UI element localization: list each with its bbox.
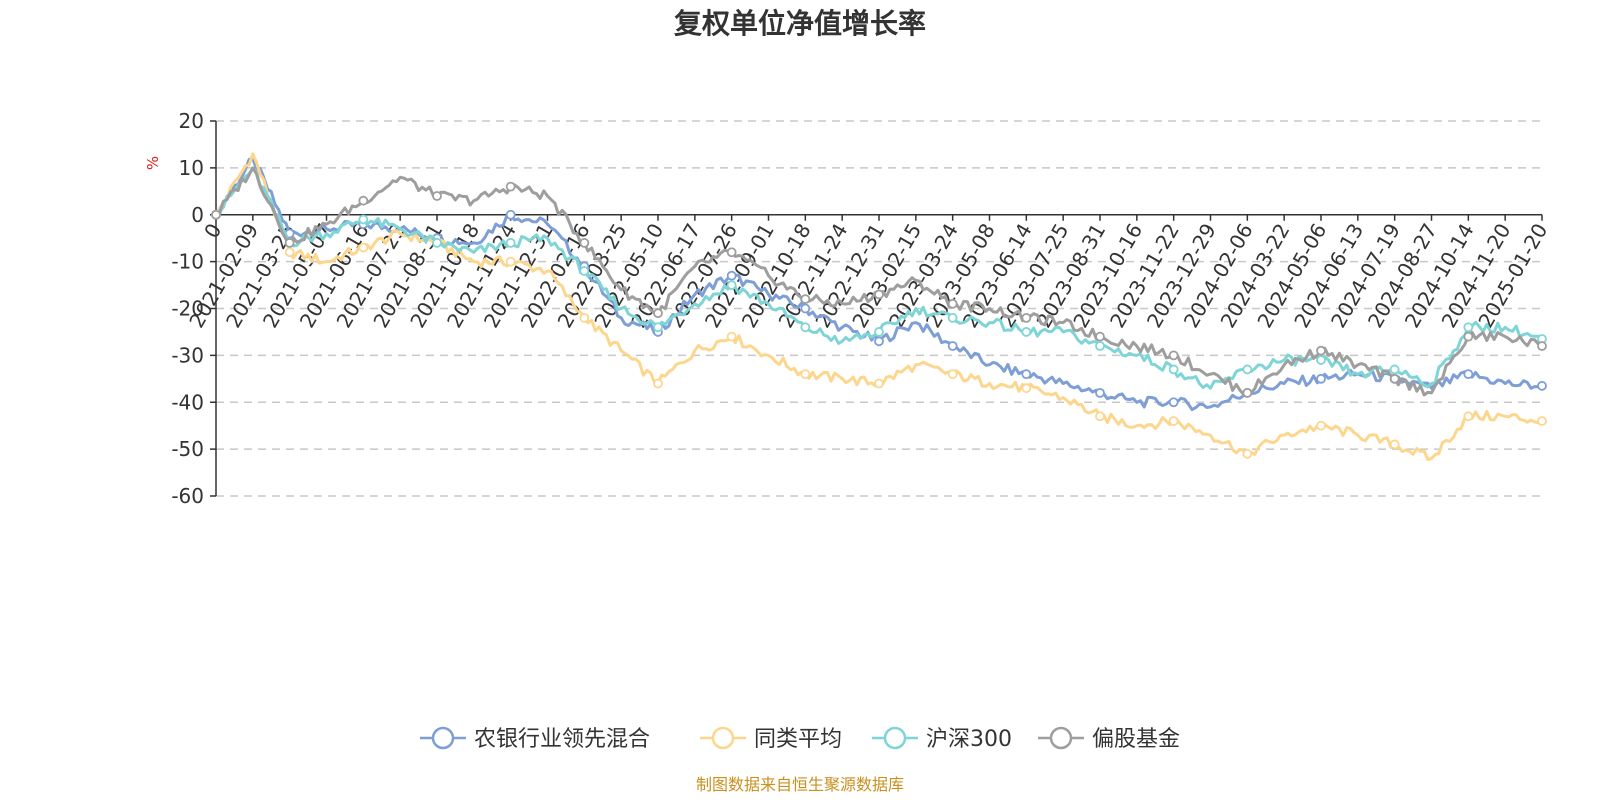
data-point <box>1168 364 1179 375</box>
y-tick-label: -60 <box>171 484 204 508</box>
data-point <box>1389 373 1400 384</box>
data-point <box>432 191 442 201</box>
data-point <box>1095 331 1105 342</box>
legend-circle-icon <box>1049 726 1073 750</box>
y-tick-label: 0 <box>191 203 204 227</box>
legend-circle-icon <box>883 726 907 750</box>
data-point <box>653 308 663 319</box>
legend-circle-icon <box>711 726 735 750</box>
data-point <box>579 237 590 248</box>
data-point <box>579 312 590 323</box>
data-point <box>505 181 516 192</box>
y-tick-label: -20 <box>171 297 204 321</box>
data-point <box>726 280 737 290</box>
data-point <box>874 378 884 389</box>
data-point <box>1316 345 1326 356</box>
data-point <box>1389 439 1400 450</box>
data-point <box>1168 397 1179 408</box>
grid-lines <box>216 120 1542 497</box>
data-point <box>579 266 590 276</box>
data-point <box>800 322 811 333</box>
data-source-note: 制图数据来自恒生聚源数据库 <box>696 775 904 794</box>
data-point <box>1021 312 1032 323</box>
data-point <box>1095 387 1105 398</box>
legend-item[interactable]: 沪深300 <box>872 726 1012 752</box>
data-point <box>1316 355 1326 365</box>
data-point <box>1463 411 1474 422</box>
data-point <box>211 209 221 220</box>
data-point <box>1095 411 1105 422</box>
data-point <box>284 237 295 248</box>
data-point <box>505 256 516 267</box>
data-point <box>505 237 516 248</box>
data-point <box>874 289 884 300</box>
y-tick-label: -40 <box>171 390 204 414</box>
data-point <box>947 369 958 380</box>
legend-label: 同类平均 <box>754 727 842 752</box>
data-point <box>358 195 369 206</box>
data-point <box>726 270 737 281</box>
data-point <box>653 378 663 389</box>
legend-item[interactable]: 同类平均 <box>700 726 842 752</box>
data-point <box>1389 364 1400 375</box>
y-tick-label: 10 <box>179 156 204 180</box>
series-4 <box>211 166 1547 398</box>
y-tick-label: -30 <box>171 343 204 367</box>
data-point <box>1168 416 1179 426</box>
data-point <box>800 369 811 380</box>
legend-label: 偏股基金 <box>1092 727 1180 752</box>
data-point <box>1021 327 1032 337</box>
legend-item[interactable]: 农银行业领先混合 <box>420 726 650 752</box>
data-point <box>1537 380 1547 391</box>
y-tick-label: 20 <box>179 109 204 133</box>
data-point <box>726 247 737 258</box>
data-point <box>800 303 811 314</box>
y-tick-label: -50 <box>171 437 204 461</box>
data-point <box>800 294 811 305</box>
data-point <box>1316 420 1326 431</box>
chart-title: 复权单位净值增长率 <box>674 7 926 40</box>
series-lines <box>211 152 1547 461</box>
data-point <box>284 247 295 258</box>
data-point <box>1463 322 1474 333</box>
x-tick-label: 0 <box>199 219 226 242</box>
data-point <box>1168 350 1179 361</box>
y-tick-label: -10 <box>171 250 204 274</box>
legend-item[interactable]: 偏股基金 <box>1038 726 1180 752</box>
legend-label: 农银行业领先混合 <box>474 727 650 752</box>
data-point <box>358 214 369 225</box>
y-axis-unit-label: % <box>144 156 162 170</box>
axes <box>210 120 1543 497</box>
data-point <box>947 312 958 323</box>
data-point <box>1021 369 1032 380</box>
data-point <box>432 237 442 248</box>
data-point <box>1095 341 1105 351</box>
data-point <box>505 209 516 220</box>
y-tick-labels: 20 10 0 -10 -20 -30 -40 -50 -60 <box>171 109 204 508</box>
data-point <box>1537 416 1547 426</box>
data-point <box>1463 331 1474 342</box>
data-point <box>1021 383 1032 394</box>
data-point <box>1242 387 1253 398</box>
data-point <box>358 242 369 253</box>
data-point <box>1242 364 1253 375</box>
data-point <box>1316 373 1326 384</box>
data-point <box>874 327 884 337</box>
data-point <box>1537 341 1547 351</box>
data-point <box>947 341 958 351</box>
data-point <box>874 336 884 347</box>
legend: 农银行业领先混合 同类平均 沪深300 偏股基金 <box>420 726 1180 752</box>
data-point <box>1463 369 1474 380</box>
data-point <box>947 298 958 309</box>
data-point <box>653 322 663 333</box>
data-point <box>1242 448 1253 459</box>
legend-label: 沪深300 <box>926 727 1012 752</box>
data-point <box>726 331 737 342</box>
legend-circle-icon <box>431 726 455 750</box>
